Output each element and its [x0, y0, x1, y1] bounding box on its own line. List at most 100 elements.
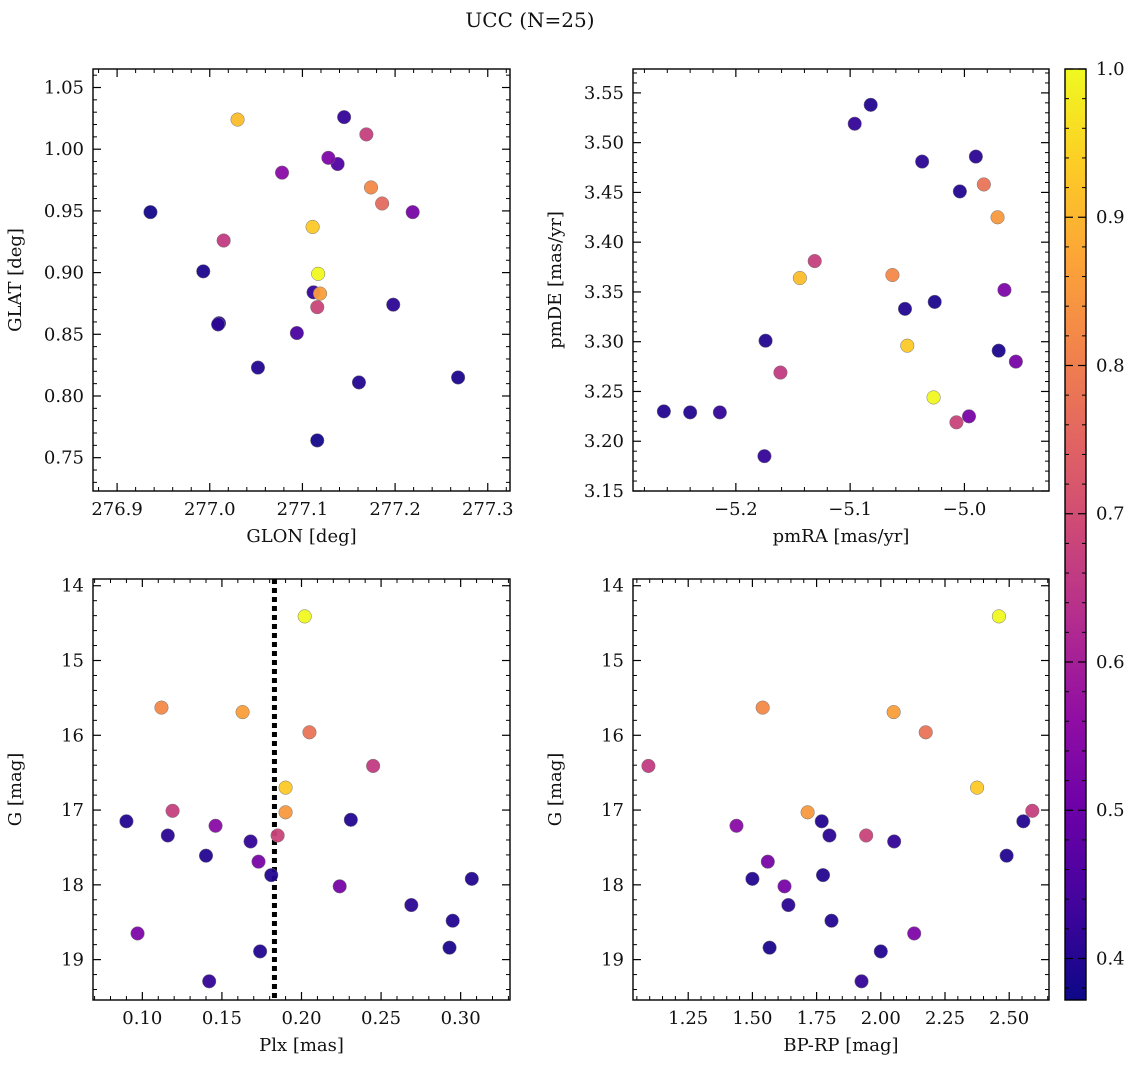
scatter-point	[815, 868, 831, 883]
scatter-point	[800, 805, 815, 820]
scatter-point	[900, 338, 915, 353]
y-axis-label: GLAT [deg]	[5, 228, 26, 332]
y-tick-label: 3.40	[584, 232, 624, 253]
x-tick-label: 277.3	[462, 499, 514, 520]
scatter-point	[196, 264, 211, 279]
panel-top-right: −5.2 −5.1 −5.0 3.15 3.20 3.25 3.30 3.35 3.40 3.45…	[545, 68, 1050, 547]
scatter-point	[887, 834, 902, 849]
scatter-point	[154, 700, 169, 715]
scatter-point	[198, 848, 214, 863]
x-axis-label: pmRA [mas/yr]	[773, 526, 910, 547]
scatter-point	[907, 926, 922, 941]
x-tick-label: 0.10	[122, 1008, 162, 1029]
y-tick-label: 0.85	[44, 324, 84, 345]
x-tick-label: 0.25	[361, 1008, 401, 1029]
scatter-point	[235, 705, 250, 720]
scatter-point	[160, 828, 175, 843]
x-tick-label: 0.15	[202, 1008, 242, 1029]
x-tick-label: 1.25	[668, 1008, 708, 1029]
x-tick-label: 277.1	[277, 499, 329, 520]
colorbar-gradient	[1064, 68, 1087, 1001]
scatter-point	[251, 854, 266, 869]
colorbar-tick-label: 0.4	[1096, 948, 1125, 969]
scatter-point	[289, 326, 304, 341]
y-tick-label: 15	[601, 651, 624, 672]
x-tick-label: 2.00	[861, 1008, 901, 1029]
x-tick-label: −5.1	[828, 499, 872, 520]
scatter-point	[216, 233, 231, 248]
scatter-point	[270, 828, 285, 843]
scatter-point	[683, 405, 698, 420]
scatter-point	[859, 828, 874, 843]
scatter-point	[278, 780, 293, 795]
y-tick-label: 14	[601, 576, 624, 597]
scatter-point	[729, 818, 744, 833]
scatter-point	[351, 375, 367, 390]
y-tick-label: 1.05	[44, 78, 84, 99]
x-tick-label: 1.75	[797, 1008, 837, 1029]
scatter-point	[886, 705, 901, 720]
scatter-point	[343, 812, 358, 827]
scatter-point	[757, 449, 772, 464]
x-tick-label: 277.0	[184, 499, 236, 520]
y-axis-label: G [mag]	[545, 753, 566, 826]
y-tick-label: 0.90	[44, 263, 84, 284]
scatter-point	[863, 97, 878, 112]
scatter-point	[310, 300, 325, 315]
scatter-point	[926, 390, 941, 405]
scatter-point	[854, 974, 869, 989]
scatter-point	[386, 297, 401, 312]
y-tick-label: 18	[61, 875, 84, 896]
axes-frame	[92, 68, 511, 492]
scatter-point	[311, 266, 326, 281]
x-tick-label: −5.2	[714, 499, 758, 520]
y-tick-label: 3.50	[584, 133, 624, 154]
axes-frame	[632, 68, 1050, 492]
y-tick-label: 3.35	[584, 282, 624, 303]
scatter-point	[143, 205, 158, 220]
colorbar-tick-label: 0.5	[1096, 800, 1125, 821]
y-tick-label: 3.30	[584, 332, 624, 353]
scatter-point	[297, 609, 312, 624]
scatter-point	[464, 871, 479, 886]
y-tick-label: 16	[61, 725, 84, 746]
x-tick-label: 277.2	[369, 499, 421, 520]
scatter-point	[1025, 803, 1040, 818]
panel-top-left: 276.9 277.0 277.1 277.2 277.3 0.75 0.80 0.85 0.9…	[5, 68, 514, 547]
colorbar-tick-label: 0.6	[1096, 652, 1125, 673]
y-tick-label: 0.95	[44, 201, 84, 222]
x-tick-label: 276.9	[91, 499, 143, 520]
y-tick-label: 1.00	[44, 139, 84, 160]
scatter-point	[873, 944, 888, 959]
y-tick-label: 14	[61, 576, 84, 597]
x-axis-label: BP-RP [mag]	[783, 1035, 898, 1056]
scatter-point	[949, 415, 964, 430]
scatter-point	[130, 926, 145, 941]
scatter-point	[230, 112, 245, 127]
y-tick-label: 16	[601, 725, 624, 746]
figure-title: UCC (N=25)	[465, 8, 594, 32]
panels-layer: 276.9 277.0 277.1 277.2 277.3 0.75 0.80 0.85 0.9…	[5, 68, 1050, 1056]
scatter-point	[363, 180, 379, 195]
scatter-point	[332, 879, 347, 894]
x-axis-label: Plx [mas]	[259, 1035, 344, 1056]
y-tick-label: 19	[601, 950, 624, 971]
scatter-point	[999, 848, 1014, 863]
scatter-point	[165, 803, 180, 818]
scatter-point	[264, 868, 279, 883]
scatter-point	[927, 294, 942, 309]
scatter-point	[208, 818, 223, 833]
axes-frame	[632, 578, 1050, 1001]
scatter-point	[918, 725, 933, 740]
colorbar-tick-label: 0.7	[1096, 504, 1125, 525]
y-tick-label: 15	[61, 651, 84, 672]
scatter-point	[773, 365, 788, 380]
colorbar: 0.4 0.5 0.6 0.7 0.8 0.9 1.0	[1064, 59, 1125, 1001]
scatter-point	[445, 913, 460, 928]
y-tick-label: 0.75	[44, 448, 84, 469]
y-tick-label: 0.80	[44, 386, 84, 407]
scatter-point	[897, 301, 913, 316]
scatter-point	[451, 370, 466, 385]
